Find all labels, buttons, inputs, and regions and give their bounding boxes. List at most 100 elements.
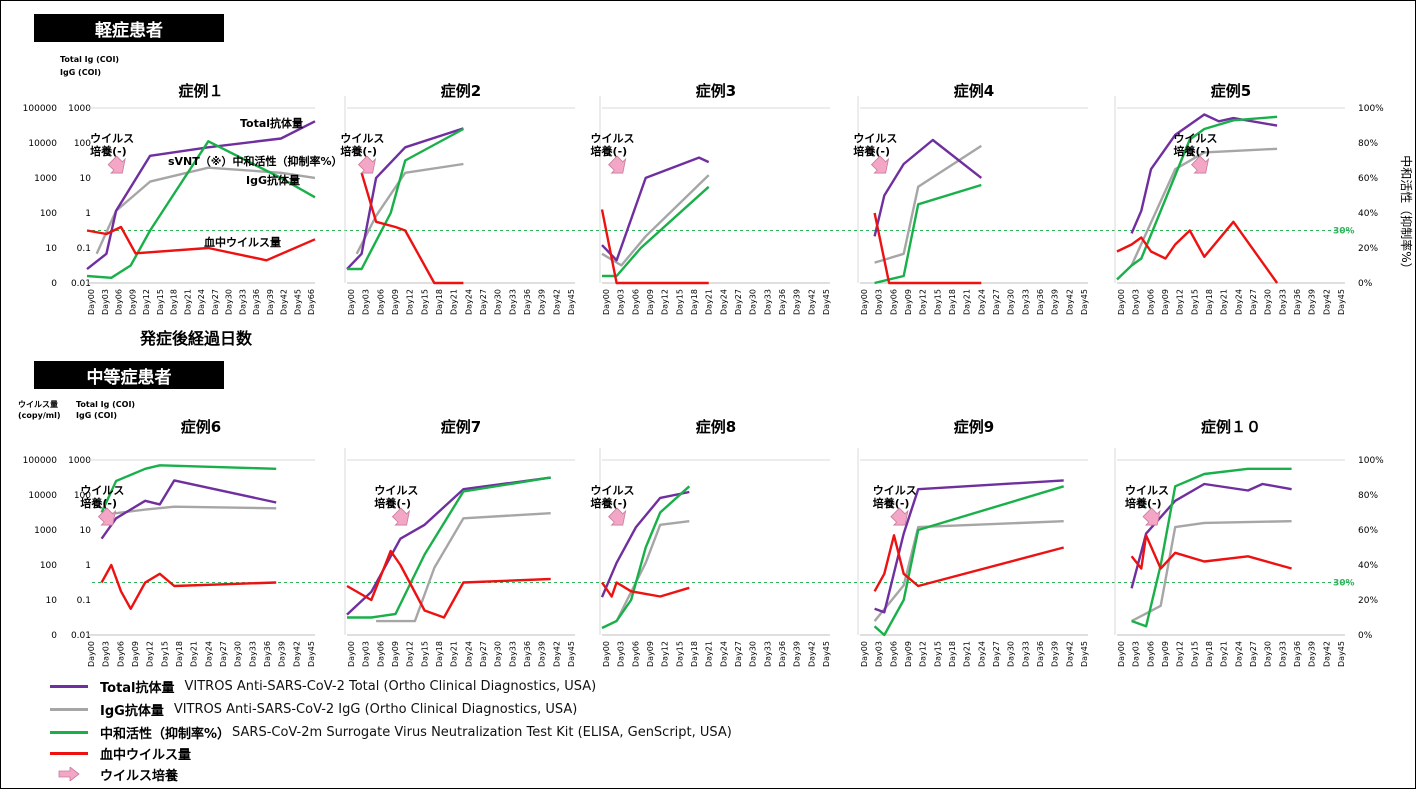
x-tick-label: Day36 <box>1293 641 1302 667</box>
x-tick-label: Day24 <box>719 641 728 667</box>
x-tick-label: Day03 <box>102 641 111 667</box>
x-tick-label: Day12 <box>146 641 155 667</box>
x-tick-label: Day33 <box>1021 289 1030 315</box>
x-tick-label: Day27 <box>992 641 1001 667</box>
x-tick-label: Day42 <box>1065 641 1074 667</box>
y-tick-ab: 0.1 <box>77 596 91 606</box>
case-panel: 症例9 Day00 Day03 Day06 Day09 Day12 Day15 Day18 Da… <box>857 418 1089 667</box>
y-tick-ab: 10 <box>80 174 92 184</box>
x-tick-label: Day36 <box>778 641 787 667</box>
legend-item-total: Total抗体量 VITROS Anti-SARS-CoV-2 Total (O… <box>50 676 596 696</box>
x-tick-label: Day06 <box>376 289 385 315</box>
y-label-top-2: IgG (COI) <box>60 68 101 77</box>
series-total-line <box>346 127 464 270</box>
legend-swatch-neutral <box>50 730 88 734</box>
x-tick-label: Day27 <box>1249 641 1258 667</box>
x-tick-label: Day36 <box>523 289 532 315</box>
y-label-bot-1: ウイルス量 <box>18 399 58 409</box>
culture-label-2: 培養(-) <box>1173 144 1210 158</box>
series-igg-line <box>376 512 551 623</box>
culture-label-1: ウイルス <box>90 132 134 145</box>
x-tick-label: Day24 <box>1234 641 1243 667</box>
series-igg-line <box>1130 147 1278 266</box>
case-panel: 症例2 Day00 Day03 Day06 Day09 Day12 Day15 Day18 Da… <box>340 82 576 315</box>
x-tick-label: Day24 <box>977 641 986 667</box>
culture-arrow-icon <box>357 155 377 174</box>
x-tick-label: Day45 <box>307 641 316 667</box>
case-panel: 症例5 Day00 Day03 Day06 Day09 Day12 Day15 Day18 Da… <box>1114 82 1346 315</box>
x-tick-label: Day45 <box>567 289 576 315</box>
x-tick-label: Day18 <box>435 289 444 315</box>
x-tick-label: Day06 <box>115 289 124 315</box>
x-tick-label: Day36 <box>778 289 787 315</box>
y-tick-pct: 60% <box>1358 526 1378 536</box>
threshold-label: 30% <box>1333 579 1355 589</box>
x-tick-label: Day12 <box>406 289 415 315</box>
legend-swatch-total <box>50 684 88 688</box>
x-tick-label: Day24 <box>197 289 206 315</box>
x-tick-label: Day21 <box>963 289 972 315</box>
x-tick-label: Day06 <box>631 641 640 667</box>
x-tick-label: Day30 <box>494 641 503 667</box>
x-tick-label: Day18 <box>948 289 957 315</box>
x-tick-label: Day00 <box>860 641 869 667</box>
culture-label-2: 培養(-) <box>591 144 628 158</box>
x-tick-label: Day15 <box>1190 641 1199 667</box>
x-tick-label: Day21 <box>705 641 714 667</box>
y-label-top-1: Total Ig (COI) <box>60 55 119 64</box>
x-tick-label: Day30 <box>225 289 234 315</box>
x-tick-label: Day09 <box>128 289 137 315</box>
x-tick-label: Day45 <box>1080 641 1089 667</box>
x-tick-label: Day09 <box>646 641 655 667</box>
x-tick-label: Day33 <box>238 289 247 315</box>
legend-item-neutral: 中和活性（抑制率%） SARS-CoV-2m Surrogate Virus N… <box>50 722 732 742</box>
case-panel: 症例7 Day00 Day03 Day06 Day09 Day12 Day15 Day18 Da… <box>344 418 576 667</box>
x-tick-label: Day27 <box>992 289 1001 315</box>
series-total-line <box>873 138 983 237</box>
y-label-bot-4: IgG (COI) <box>76 411 117 420</box>
legend-swatch-virus <box>50 751 88 755</box>
x-tick-label: Day45 <box>567 641 576 667</box>
x-tick-label: Day06 <box>116 641 125 667</box>
x-tick-label: Day21 <box>705 289 714 315</box>
x-tick-label: Day06 <box>376 641 385 667</box>
x-tick-label: Day30 <box>1007 289 1016 315</box>
y-tick-ab: 1 <box>85 561 91 571</box>
x-tick-label: Day27 <box>479 641 488 667</box>
y-tick-pct: 40% <box>1358 209 1378 219</box>
x-tick-label: Day30 <box>1007 641 1016 667</box>
y-tick-pct: 80% <box>1358 491 1378 501</box>
x-tick-label: Day21 <box>190 641 199 667</box>
x-tick-label: Day45 <box>822 641 831 667</box>
culture-label-1: ウイルス <box>873 484 917 497</box>
x-tick-label: Day33 <box>1021 641 1030 667</box>
legend-desc-igg: VITROS Anti-SARS-CoV-2 IgG (Ortho Clinic… <box>173 701 578 717</box>
x-tick-label: Day33 <box>508 289 517 315</box>
culture-label-2: 培養(-) <box>80 496 117 510</box>
x-tick-label: Day27 <box>479 289 488 315</box>
threshold-label: 30% <box>1333 227 1355 237</box>
x-tick-label: Day21 <box>183 289 192 315</box>
x-tick-label: Day39 <box>1051 641 1060 667</box>
x-tick-label: Day39 <box>266 289 275 315</box>
case-title: 症例9 <box>954 418 994 436</box>
x-tick-label: Day03 <box>617 641 626 667</box>
y-tick-viral: 100 <box>40 209 57 219</box>
x-tick-label: Day24 <box>464 289 473 315</box>
x-tick-label: Day24 <box>204 641 213 667</box>
x-tick-label: Day06 <box>631 289 640 315</box>
y-tick-pct: 100% <box>1358 104 1384 114</box>
series-virus-line <box>1130 534 1292 570</box>
y-tick-viral: 0 <box>51 631 57 641</box>
series-neutral-line <box>347 127 464 271</box>
x-tick-label: Day30 <box>1264 289 1273 315</box>
legend-name-culture: ウイルス培養 <box>100 768 179 784</box>
x-tick-label: Day27 <box>219 641 228 667</box>
y-tick-viral: 100000 <box>23 104 58 114</box>
culture-label-1: ウイルス <box>80 484 124 497</box>
series-total-line <box>100 479 277 540</box>
x-tick-label: Day45 <box>293 289 302 315</box>
series-virus-line <box>600 209 709 285</box>
x-tick-label: Day21 <box>1220 289 1229 315</box>
x-tick-label: Day42 <box>280 289 289 315</box>
